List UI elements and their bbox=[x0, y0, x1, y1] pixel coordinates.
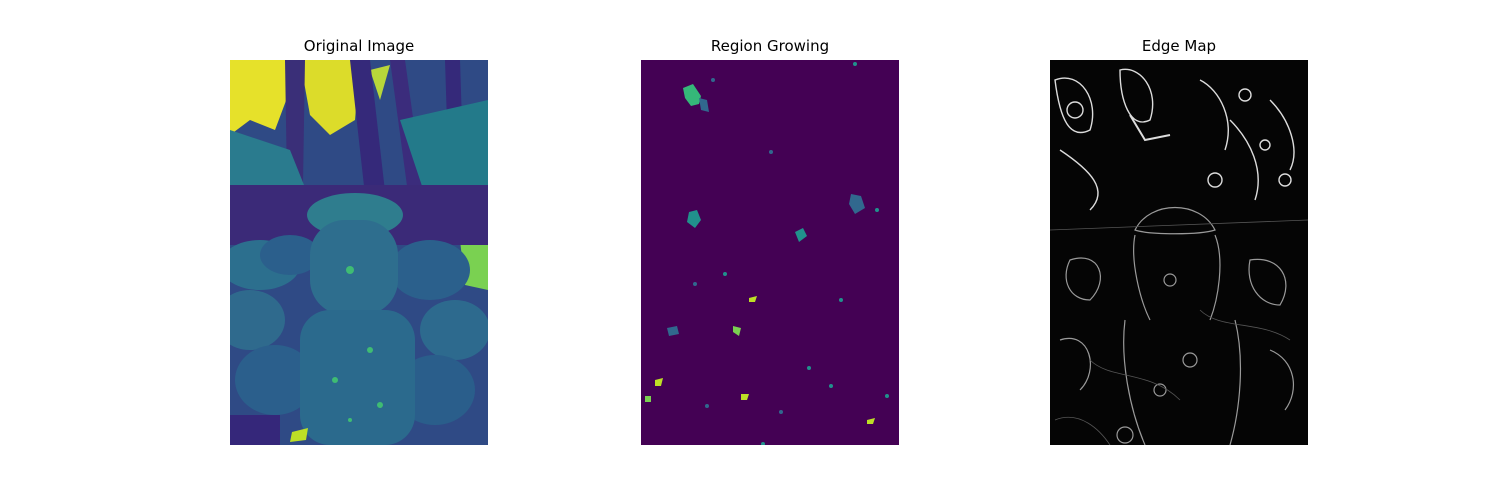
panel-region: Region Growing bbox=[641, 0, 899, 500]
region-growing-image bbox=[641, 60, 899, 445]
panel-original: Original Image bbox=[230, 0, 488, 500]
region-growing-svg bbox=[641, 60, 899, 445]
original-image bbox=[230, 60, 488, 445]
panel-edge: Edge Map bbox=[1050, 0, 1308, 500]
edge-map-image bbox=[1050, 60, 1308, 445]
panel-title-edge: Edge Map bbox=[1141, 37, 1217, 55]
edge-map-svg bbox=[1050, 60, 1308, 445]
panel-title-region: Region Growing bbox=[710, 37, 830, 55]
panel-title-original: Original Image bbox=[303, 37, 415, 55]
original-image-svg bbox=[230, 60, 488, 445]
